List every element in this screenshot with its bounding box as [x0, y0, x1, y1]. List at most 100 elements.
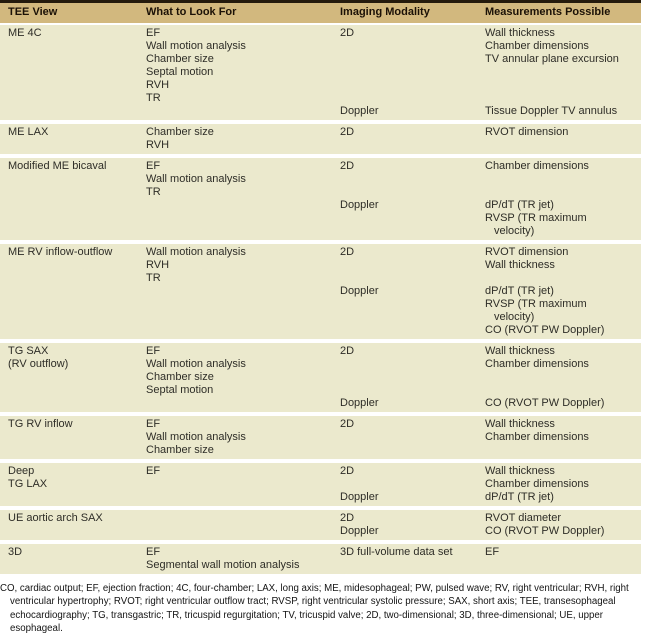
- modality-groups: 3D full-volume data set EF: [340, 546, 641, 559]
- look-for-item: EF: [146, 160, 161, 172]
- column-header-tee-view: TEE View: [8, 6, 58, 18]
- look-for-item: Wall motion analysis: [146, 431, 246, 443]
- table-row: ME RV inflow-outflow Wall motion analysis…: [0, 244, 641, 339]
- look-for-item: Segmental wall motion analysis: [146, 559, 300, 571]
- column-header-what-to-look-for: What to Look For: [146, 6, 237, 18]
- measurements-cell: dP/dT (TR jet) RVSP (TR maximum velocity)…: [485, 285, 641, 337]
- measurement-item: dP/dT (TR jet): [485, 285, 554, 297]
- measurement-item: RVOT diameter: [485, 512, 562, 524]
- measurements-cell: Wall thickness Chamber dimensions: [485, 465, 641, 491]
- table-header-row: TEE View What to Look For Imaging Modali…: [0, 0, 641, 23]
- look-for-item: RVH: [146, 259, 170, 271]
- modality-group: 2D RVOT dimension: [340, 126, 641, 139]
- measurement-item: CO (RVOT PW Doppler): [485, 324, 605, 336]
- column-header-imaging-modality: Imaging Modality: [340, 6, 430, 18]
- look-for-item: Wall motion analysis: [146, 358, 246, 370]
- look-for-cell: EF Wall motion analysis TR: [146, 160, 340, 199]
- imaging-modality-cell: 2D: [340, 512, 355, 524]
- look-for-item: RVH: [146, 139, 170, 151]
- look-for-item: TR: [146, 92, 161, 104]
- modality-groups: 2D RVOT dimension: [340, 126, 641, 139]
- measurement-item: CO (RVOT PW Doppler): [485, 397, 605, 409]
- look-for-item: Chamber size: [146, 53, 214, 65]
- measurement-item: dP/dT (TR jet): [485, 491, 554, 503]
- measurement-item: Chamber dimensions: [485, 478, 589, 490]
- modality-group: Doppler Tissue Doppler TV annulus: [340, 105, 641, 118]
- measurement-item: Wall thickness: [485, 418, 555, 430]
- measurement-item: Tissue Doppler TV annulus: [485, 105, 618, 117]
- tee-view-cell: UE aortic arch SAX: [8, 512, 103, 524]
- measurements-cell: RVOT diameter: [485, 512, 641, 525]
- measurement-item: Chamber dimensions: [485, 40, 589, 52]
- measurements-cell: Wall thickness Chamber dimensions: [485, 418, 641, 444]
- measurement-item: TV annular plane excursion: [485, 53, 619, 65]
- look-for-item: TR: [146, 272, 161, 284]
- look-for-item: EF: [146, 546, 161, 558]
- table-row: TG SAX (RV outflow) EF Wall motion analysi…: [0, 343, 641, 412]
- imaging-modality-cell: Doppler: [340, 199, 379, 211]
- imaging-modality-cell: 2D: [340, 160, 355, 172]
- measurements-cell: Wall thickness Chamber dimensions: [485, 345, 641, 371]
- measurement-item: Wall thickness: [485, 345, 555, 357]
- table-row: Modified ME bicaval EF Wall motion analysi…: [0, 158, 641, 240]
- look-for-item: EF: [146, 465, 161, 477]
- measurements-cell: Chamber dimensions: [485, 160, 641, 173]
- imaging-modality-cell: 3D full-volume data set: [340, 546, 453, 558]
- look-for-cell: EF: [146, 465, 340, 478]
- look-for-cell: EF Wall motion analysis Chamber size Septal…: [146, 345, 340, 397]
- modality-groups: 2D Wall thickness Chamber dimensions TV ann…: [340, 27, 641, 118]
- look-for-item: Wall motion analysis: [146, 246, 246, 258]
- modality-group: 2D Wall thickness Chamber dimensions: [340, 465, 641, 491]
- measurement-item: CO (RVOT PW Doppler): [485, 525, 605, 537]
- imaging-modality-cell: 2D: [340, 246, 355, 258]
- tee-view-cell: TG RV inflow: [8, 418, 73, 430]
- modality-group: 2D Wall thickness Chamber dimensions: [340, 345, 641, 371]
- measurement-item: RVSP (TR maximum velocity): [485, 212, 587, 237]
- modality-group: Doppler dP/dT (TR jet): [340, 491, 641, 504]
- modality-group: 3D full-volume data set EF: [340, 546, 641, 559]
- look-for-item: TR: [146, 186, 161, 198]
- abbreviation-footnote: CO, cardiac output; EF, ejection fractio…: [0, 583, 629, 635]
- measurements-cell: dP/dT (TR jet) RVSP (TR maximum velocity): [485, 199, 641, 238]
- tee-view-cell: 3D: [8, 546, 23, 558]
- table-row: Deep TG LAX EF 2D Wall thickness Chamber dim…: [0, 463, 641, 506]
- look-for-item: EF: [146, 27, 161, 39]
- imaging-modality-cell: Doppler: [340, 285, 379, 297]
- imaging-modality-cell: Doppler: [340, 105, 379, 117]
- measurement-item: Chamber dimensions: [485, 358, 589, 370]
- measurement-item: dP/dT (TR jet): [485, 199, 554, 211]
- table-body: ME 4C EF Wall motion analysis Chamber size S…: [0, 25, 641, 574]
- table-row: TG RV inflow EF Wall motion analysis Chambe…: [0, 416, 641, 459]
- measurements-cell: RVOT dimension Wall thickness: [485, 246, 641, 272]
- look-for-item: Wall motion analysis: [146, 173, 246, 185]
- tee-view-cell: ME RV inflow-outflow: [8, 246, 113, 258]
- tee-view-cell: Deep TG LAX: [8, 465, 48, 490]
- measurement-item: Wall thickness: [485, 259, 555, 271]
- table-row: ME 4C EF Wall motion analysis Chamber size S…: [0, 25, 641, 120]
- imaging-modality-cell: 2D: [340, 126, 355, 138]
- modality-group: Doppler dP/dT (TR jet) RVSP (TR maximum ve…: [340, 285, 641, 337]
- look-for-item: Wall motion analysis: [146, 40, 246, 52]
- table-row: ME LAX Chamber size RVH 2D RVOT dimension: [0, 124, 641, 154]
- modality-group: 2D Wall thickness Chamber dimensions: [340, 418, 641, 444]
- imaging-modality-cell: Doppler: [340, 397, 379, 409]
- look-for-cell: Wall motion analysis RVH TR: [146, 246, 340, 285]
- measurement-item: Wall thickness: [485, 465, 555, 477]
- look-for-item: Chamber size: [146, 444, 214, 456]
- look-for-cell: EF Wall motion analysis Chamber size: [146, 418, 340, 457]
- imaging-modality-cell: Doppler: [340, 491, 379, 503]
- table-row: 3D EF Segmental wall motion analysis 3D ful…: [0, 544, 641, 574]
- tee-view-cell: ME 4C: [8, 27, 42, 39]
- modality-group: Doppler CO (RVOT PW Doppler): [340, 525, 641, 538]
- imaging-modality-cell: 2D: [340, 345, 355, 357]
- look-for-item: Septal motion: [146, 384, 214, 396]
- measurements-cell: RVOT dimension: [485, 126, 641, 139]
- measurements-cell: CO (RVOT PW Doppler): [485, 525, 641, 538]
- look-for-item: Septal motion: [146, 66, 214, 78]
- measurement-item: Chamber dimensions: [485, 160, 589, 172]
- look-for-cell: EF Segmental wall motion analysis: [146, 546, 340, 572]
- measurements-cell: dP/dT (TR jet): [485, 491, 641, 504]
- modality-group: Doppler dP/dT (TR jet) RVSP (TR maximum ve…: [340, 199, 641, 238]
- modality-group: 2D Wall thickness Chamber dimensions TV ann…: [340, 27, 641, 66]
